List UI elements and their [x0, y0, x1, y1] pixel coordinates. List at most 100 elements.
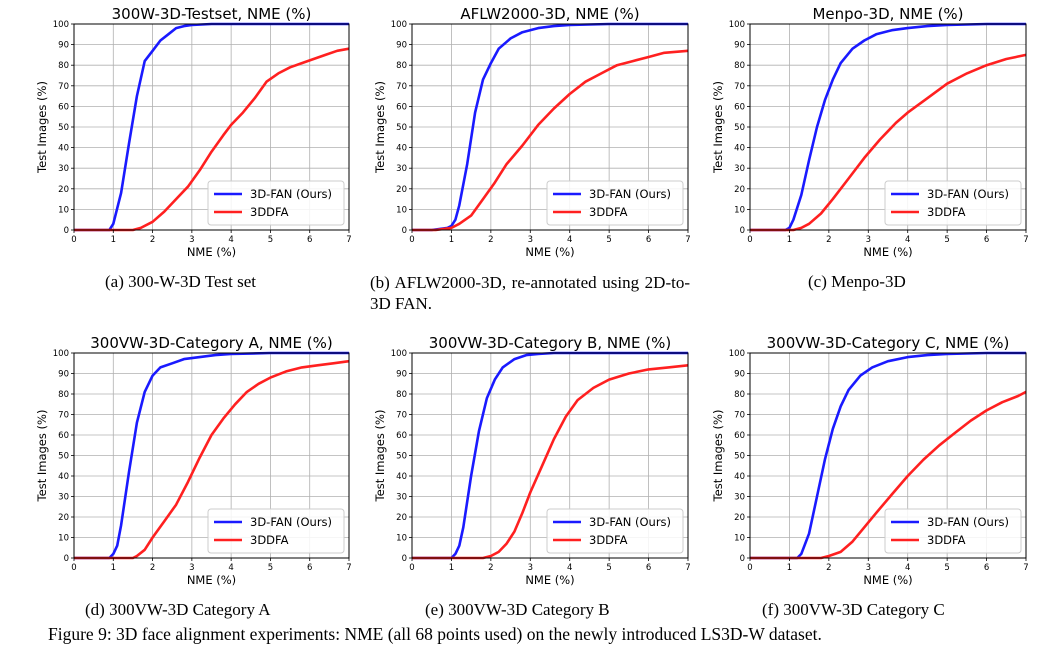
x-tick-label: 2 [150, 235, 155, 245]
chart-title: AFLW2000-3D, NME (%) [460, 5, 639, 23]
chart-0: 0 1 2 3 4 5 6 70102030405060708090100300W-3D-Te… [35, 5, 352, 259]
chart-2: 0 1 2 3 4 5 6 70102030405060708090100Menpo-3D, … [711, 5, 1029, 259]
y-tick-label: 10 [734, 534, 745, 544]
subcaption-a: (a) 300-W-3D Test set [105, 272, 256, 291]
x-tick-label: 6 [646, 563, 651, 573]
x-tick-label: 5 [606, 563, 611, 573]
y-tick-label: 90 [734, 41, 745, 51]
x-axis-label: NME (%) [863, 245, 912, 259]
y-tick-label: 10 [396, 534, 407, 544]
x-tick-label: 5 [944, 235, 949, 245]
y-tick-label: 40 [396, 144, 407, 154]
x-tick-label: 0 [409, 563, 414, 573]
x-tick-label: 3 [528, 235, 533, 245]
x-tick-label: 4 [228, 235, 233, 245]
x-tick-label: 4 [567, 235, 572, 245]
x-tick-label: 1 [111, 563, 116, 573]
legend-label-0: 3D-FAN (Ours) [589, 515, 671, 529]
series-line-0 [750, 22, 1026, 232]
x-tick-label: 4 [905, 563, 910, 573]
legend-box [207, 508, 345, 554]
y-tick-label: 0 [402, 226, 407, 236]
x-tick-label: 1 [449, 563, 454, 573]
y-tick-label: 30 [58, 164, 69, 174]
chart-title: 300W-3D-Testset, NME (%) [112, 5, 312, 23]
y-tick-label: 30 [734, 164, 745, 174]
legend-label-1: 3DDFA [250, 205, 289, 219]
legend-label-0: 3D-FAN (Ours) [927, 187, 1009, 201]
series-line-0 [74, 22, 349, 232]
y-tick-label: 70 [734, 411, 745, 421]
chart-title: 300VW-3D-Category A, NME (%) [90, 334, 332, 352]
y-tick-label: 80 [58, 61, 69, 71]
x-tick-label: 1 [449, 235, 454, 245]
y-tick-label: 20 [58, 513, 69, 523]
y-tick-label: 80 [396, 390, 407, 400]
y-tick-label: 40 [734, 472, 745, 482]
legend-box [884, 508, 1022, 554]
y-tick-label: 40 [396, 472, 407, 482]
y-tick-label: 0 [64, 554, 69, 564]
y-tick-label: 70 [734, 82, 745, 92]
x-tick-label: 6 [307, 235, 312, 245]
y-tick-label: 70 [58, 411, 69, 421]
chart-3: 0 1 2 3 4 5 6 70102030405060708090100300VW-3D-C… [35, 334, 352, 587]
legend-label-0: 3D-FAN (Ours) [250, 187, 332, 201]
chart-1: 0 1 2 3 4 5 6 70102030405060708090100AFLW2000-3… [373, 5, 691, 259]
y-tick-label: 60 [734, 102, 745, 112]
y-tick-label: 50 [58, 123, 69, 133]
x-tick-label: 5 [268, 563, 273, 573]
x-axis-label: NME (%) [863, 573, 912, 587]
subcaption-b: (b) AFLW2000-3D, re-annotated using 2D-t… [370, 273, 690, 313]
y-tick-label: 100 [729, 20, 745, 30]
x-tick-label: 4 [567, 563, 572, 573]
x-tick-label: 7 [685, 235, 690, 245]
series-line-0 [750, 351, 1026, 560]
series-line-1 [74, 47, 350, 232]
y-tick-label: 10 [734, 205, 745, 215]
y-tick-label: 80 [734, 390, 745, 400]
legend-box [207, 180, 345, 226]
y-tick-label: 100 [391, 20, 407, 30]
y-tick-label: 50 [734, 123, 745, 133]
chart-title: 300VW-3D-Category B, NME (%) [429, 334, 672, 352]
x-tick-label: 3 [189, 235, 194, 245]
y-tick-label: 90 [58, 370, 69, 380]
y-tick-label: 20 [58, 185, 69, 195]
x-tick-label: 4 [905, 235, 910, 245]
y-axis-label: Test Images (%) [711, 410, 725, 503]
y-tick-label: 80 [58, 390, 69, 400]
subcaption-f: (f) 300VW-3D Category C [762, 600, 945, 619]
y-tick-label: 20 [396, 185, 407, 195]
y-axis-label: Test Images (%) [373, 410, 387, 503]
legend-box [546, 508, 684, 554]
x-tick-label: 4 [228, 563, 233, 573]
y-tick-label: 80 [734, 61, 745, 71]
y-tick-label: 10 [58, 205, 69, 215]
y-tick-label: 50 [58, 452, 69, 462]
subcaption-d: (d) 300VW-3D Category A [85, 600, 271, 619]
x-tick-label: 6 [984, 563, 989, 573]
legend-box [546, 180, 684, 226]
x-tick-label: 7 [685, 563, 690, 573]
y-tick-label: 70 [396, 411, 407, 421]
y-tick-label: 20 [734, 185, 745, 195]
series-line-1 [412, 364, 689, 560]
y-axis-label: Test Images (%) [35, 410, 49, 503]
y-tick-label: 10 [58, 534, 69, 544]
charts-canvas: 0 1 2 3 4 5 6 70102030405060708090100300W-3D-Te… [35, 5, 1029, 587]
y-tick-label: 90 [734, 370, 745, 380]
x-tick-label: 7 [1023, 235, 1028, 245]
figure-caption: Figure 9: 3D face alignment experiments:… [48, 624, 822, 644]
x-tick-label: 7 [1023, 563, 1028, 573]
x-axis-label: NME (%) [525, 573, 574, 587]
x-tick-label: 3 [528, 563, 533, 573]
x-axis-label: NME (%) [187, 245, 236, 259]
x-tick-label: 3 [866, 563, 871, 573]
series-line-0 [412, 22, 688, 232]
y-tick-label: 30 [396, 493, 407, 503]
legend-box [884, 180, 1022, 226]
y-tick-label: 100 [53, 20, 69, 30]
series-line-1 [74, 359, 350, 560]
